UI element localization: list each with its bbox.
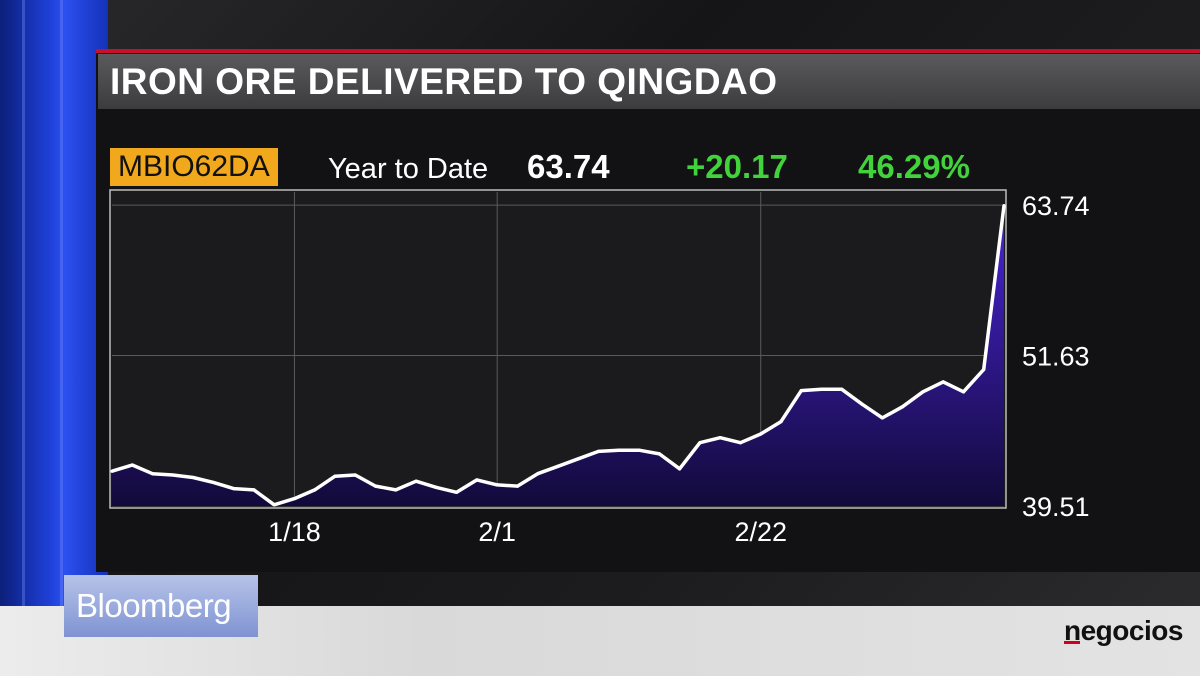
data-point: [596, 449, 601, 453]
data-point: [718, 436, 722, 440]
data-point: [840, 387, 844, 391]
data-point: [678, 467, 682, 471]
data-point: [313, 488, 317, 492]
data-point: [394, 488, 398, 492]
y-tick-label: 39.51: [1022, 492, 1090, 522]
data-point: [373, 484, 378, 488]
data-point: [556, 464, 560, 468]
data-point: [941, 380, 945, 384]
background-stripe: [60, 0, 63, 606]
negocios-logo: negocios: [1064, 615, 1183, 646]
bloomberg-logo: Bloomberg: [64, 575, 258, 637]
data-point: [455, 490, 459, 494]
data-point: [434, 485, 438, 489]
y-tick-label: 63.74: [1022, 191, 1090, 221]
area-fill: [112, 205, 1004, 506]
data-point: [333, 474, 337, 478]
data-point: [252, 488, 256, 492]
chart-title: IRON ORE DELIVERED TO QINGDAO: [110, 61, 778, 102]
title-bar: [98, 54, 1200, 109]
data-point: [799, 388, 803, 393]
data-point: [860, 402, 864, 406]
data-point: [617, 448, 621, 452]
background-stripe: [22, 0, 25, 606]
data-point: [779, 420, 783, 424]
data-point: [130, 463, 134, 467]
price-chart: 63.74 51.63 39.51 1/18 2/1 2/22: [109, 189, 1090, 547]
data-point: [880, 416, 884, 420]
percent-change: 46.29%: [858, 148, 970, 185]
last-price: 63.74: [527, 148, 610, 185]
data-point: [232, 487, 236, 491]
data-point: [495, 483, 499, 487]
data-point: [211, 480, 215, 485]
data-point: [353, 473, 357, 477]
data-point: [759, 432, 763, 436]
data-point: [536, 472, 540, 476]
data-point: [191, 475, 195, 480]
data-point: [576, 457, 580, 461]
negocios-logo-accent: [1064, 641, 1080, 644]
blue-side-panel: [0, 0, 108, 606]
bloomberg-logo-text: Bloomberg: [76, 587, 232, 624]
data-point: [657, 452, 661, 456]
data-point: [738, 441, 743, 445]
data-point: [414, 479, 418, 483]
data-point: [272, 503, 276, 507]
data-point: [901, 405, 905, 409]
x-tick-label: 1/18: [268, 517, 321, 547]
x-tick-label: 2/22: [734, 517, 787, 547]
data-point: [819, 387, 824, 391]
data-point: [515, 484, 520, 488]
title-accent-line: [96, 49, 1200, 53]
data-point: [292, 496, 297, 501]
data-point: [698, 441, 702, 445]
ticker-symbol: MBIO62DA: [110, 148, 278, 186]
data-point: [637, 448, 641, 452]
y-tick-label: 51.63: [1022, 341, 1090, 371]
x-tick-label: 2/1: [478, 517, 516, 547]
data-point: [150, 472, 155, 476]
data-point: [1002, 204, 1006, 208]
data-point: [110, 469, 114, 473]
data-point: [475, 478, 479, 482]
data-point: [171, 473, 175, 477]
net-change: +20.17: [686, 148, 788, 185]
data-point: [982, 367, 986, 372]
data-point: [961, 390, 966, 394]
data-point: [921, 390, 925, 394]
period-label: Year to Date: [328, 153, 489, 185]
